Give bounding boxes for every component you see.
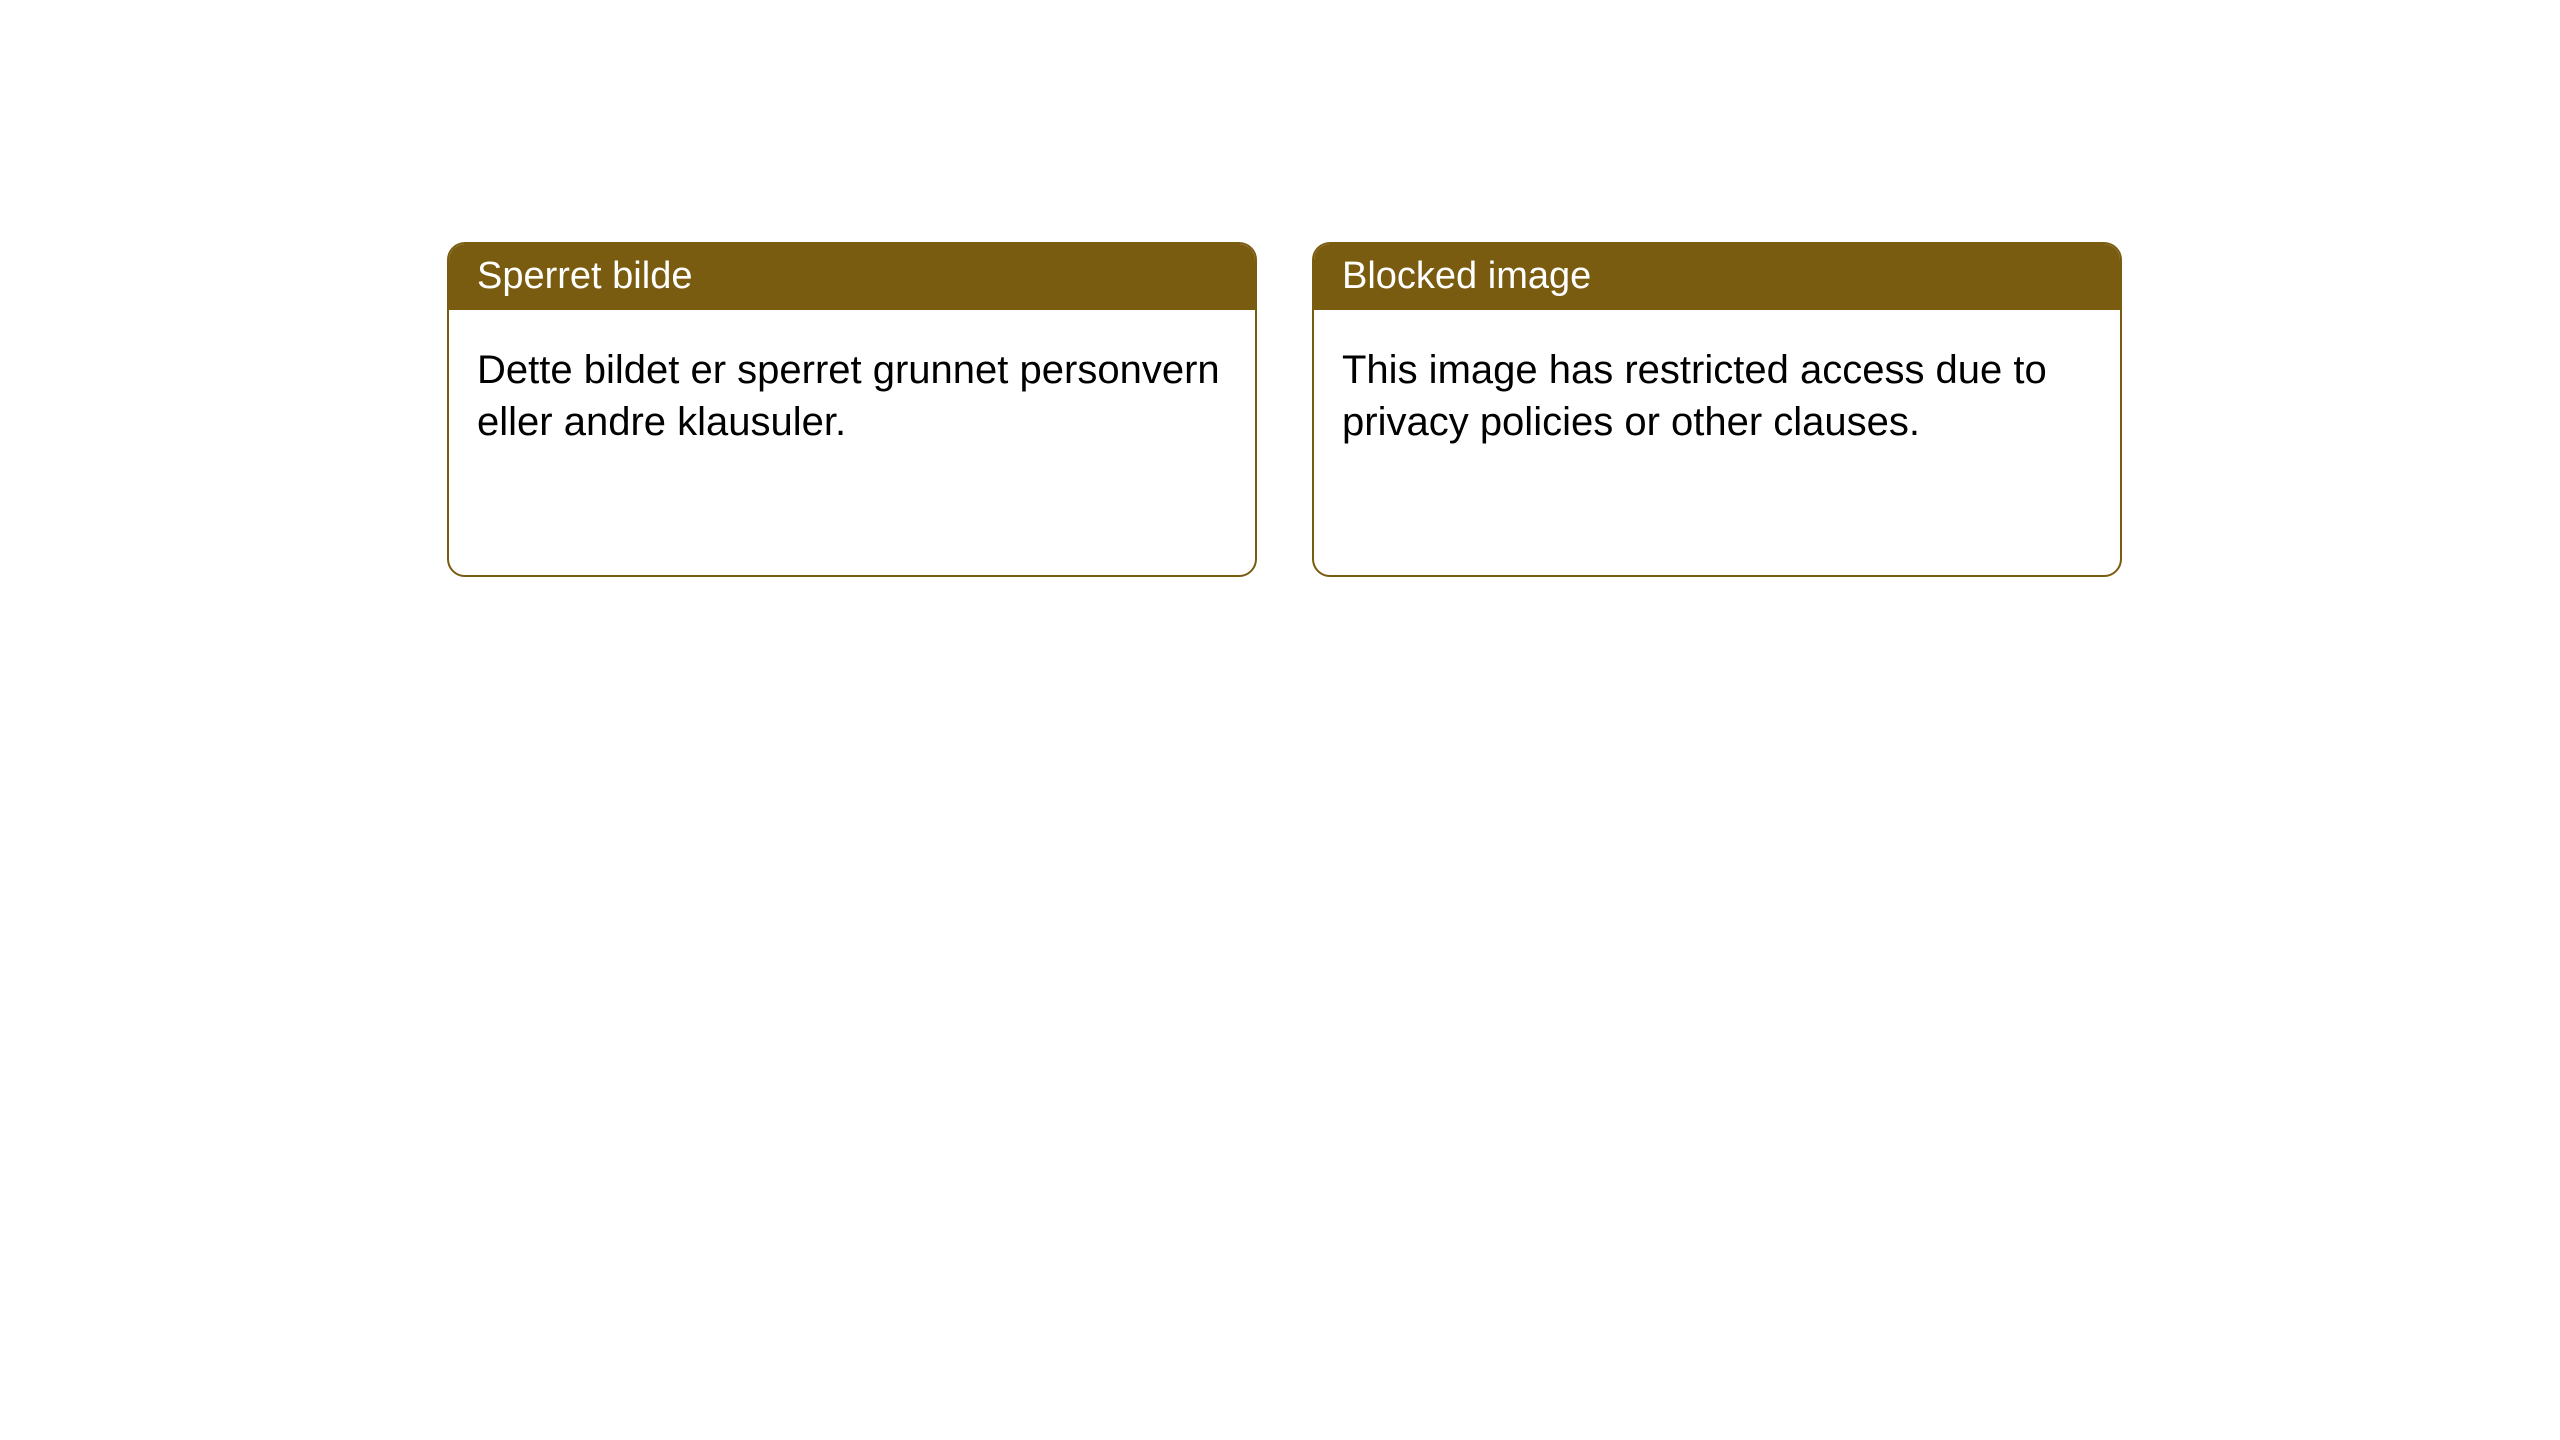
- notice-body: Dette bildet er sperret grunnet personve…: [449, 310, 1255, 482]
- notice-title: Blocked image: [1342, 255, 1591, 297]
- notice-header: Blocked image: [1314, 244, 2120, 310]
- notice-box-norwegian: Sperret bilde Dette bildet er sperret gr…: [447, 242, 1257, 577]
- notice-body: This image has restricted access due to …: [1314, 310, 2120, 482]
- notice-body-text: Dette bildet er sperret grunnet personve…: [477, 348, 1220, 444]
- notice-box-english: Blocked image This image has restricted …: [1312, 242, 2122, 577]
- notice-header: Sperret bilde: [449, 244, 1255, 310]
- notice-body-text: This image has restricted access due to …: [1342, 348, 2047, 444]
- notice-title: Sperret bilde: [477, 255, 692, 297]
- notice-container: Sperret bilde Dette bildet er sperret gr…: [0, 0, 2560, 577]
